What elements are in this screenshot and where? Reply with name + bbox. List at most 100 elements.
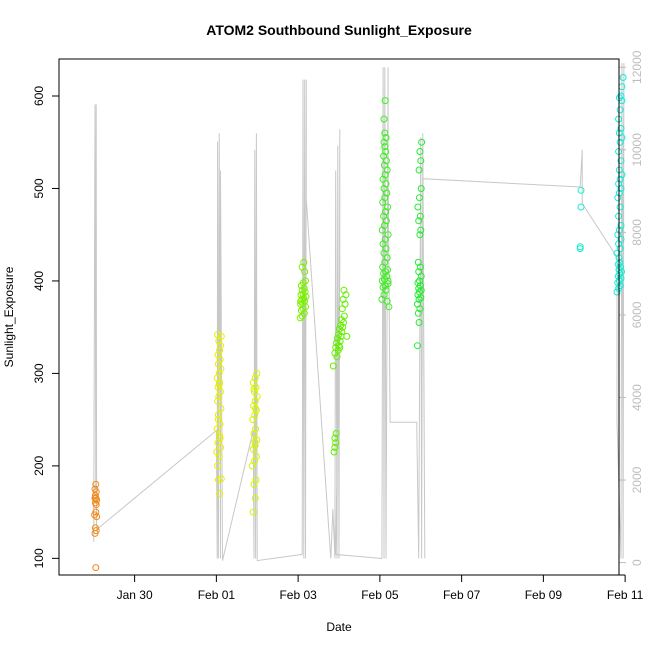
- data-point: [335, 325, 343, 333]
- data-point: [333, 339, 340, 347]
- data-point: [384, 277, 392, 285]
- series-group: [414, 138, 426, 350]
- data-point: [415, 295, 423, 303]
- data-point: [249, 508, 257, 516]
- x-tick-label: Feb 07: [443, 588, 481, 602]
- data-point: [215, 369, 223, 377]
- data-point: [216, 431, 224, 439]
- data-point: [414, 300, 421, 308]
- data-point: [384, 280, 392, 288]
- data-point: [380, 115, 388, 123]
- data-point: [416, 231, 424, 239]
- data-point: [92, 564, 100, 572]
- data-point: [217, 332, 225, 340]
- y-axis-label: Sunlight_Exposure: [2, 266, 16, 367]
- chart-title: ATOM2 Southbound Sunlight_Exposure: [206, 22, 472, 38]
- data-point: [380, 270, 388, 277]
- data-point: [381, 143, 389, 151]
- data-point: [336, 344, 344, 351]
- data-point: [616, 138, 624, 146]
- y2-tick-label: 2000: [630, 466, 644, 493]
- data-point: [341, 300, 349, 308]
- data-point: [252, 425, 260, 433]
- y2-tick-label: 4000: [630, 384, 644, 411]
- data-point: [250, 430, 258, 437]
- data-point: [416, 194, 423, 202]
- data-point: [418, 138, 426, 146]
- data-point: [213, 374, 221, 382]
- data-point: [415, 217, 423, 225]
- data-point: [213, 448, 221, 456]
- data-point: [91, 494, 99, 502]
- data-point: [93, 513, 101, 521]
- data-point: [253, 369, 261, 377]
- data-point: [91, 511, 99, 519]
- data-point: [381, 129, 389, 137]
- data-point: [383, 254, 391, 262]
- data-point: [249, 416, 257, 424]
- data-point: [382, 134, 390, 142]
- data-point: [616, 258, 624, 266]
- data-point: [216, 490, 224, 498]
- data-point: [214, 462, 222, 470]
- data-point: [616, 175, 624, 183]
- series-group: [248, 369, 261, 516]
- data-point: [616, 106, 624, 114]
- data-point: [380, 161, 388, 169]
- series-group: [378, 97, 393, 311]
- data-point: [216, 346, 224, 354]
- data-point: [416, 277, 423, 285]
- data-point: [332, 439, 340, 447]
- data-point: [414, 203, 422, 211]
- data-point: [252, 453, 260, 461]
- data-point: [416, 148, 424, 155]
- data-point: [576, 245, 584, 253]
- data-point: [92, 480, 100, 488]
- data-point: [340, 286, 348, 294]
- data-point: [384, 231, 392, 239]
- data-point: [217, 475, 225, 483]
- data-point: [614, 279, 622, 287]
- data-point: [617, 235, 625, 243]
- data-point: [339, 323, 347, 331]
- data-point: [415, 268, 423, 276]
- data-point: [343, 332, 351, 340]
- series-group: [329, 286, 351, 456]
- y2-tick-label: 8000: [630, 219, 644, 246]
- y2-tick-label: 6000: [630, 301, 644, 328]
- x-tick-label: Feb 09: [525, 588, 563, 602]
- data-point: [91, 485, 99, 493]
- data-point: [614, 260, 622, 268]
- series-group: [91, 480, 101, 572]
- data-point: [331, 443, 339, 451]
- x-axis-label: Date: [326, 620, 352, 634]
- y-tick-label: 200: [32, 456, 46, 476]
- secondary-line-layer: [93, 63, 625, 562]
- data-point: [333, 353, 341, 361]
- y2-tick-label: 0: [630, 559, 644, 566]
- data-point: [417, 185, 425, 192]
- data-point: [381, 194, 389, 202]
- data-point: [619, 74, 627, 81]
- data-point: [340, 312, 348, 320]
- data-point: [297, 297, 305, 305]
- data-point: [383, 297, 391, 305]
- y-tick-label: 100: [32, 548, 46, 568]
- data-point: [216, 434, 224, 442]
- data-point: [299, 279, 307, 287]
- data-point: [414, 258, 422, 266]
- data-point: [416, 212, 424, 220]
- data-point: [298, 263, 306, 271]
- data-point: [342, 291, 350, 299]
- x-tick-label: Feb 11: [607, 588, 644, 602]
- data-point: [250, 480, 258, 488]
- data-point: [382, 208, 390, 216]
- series-group: [296, 258, 310, 322]
- scatter-points-layer: [91, 74, 627, 572]
- data-point: [251, 374, 259, 382]
- data-point: [253, 436, 261, 444]
- data-point: [331, 434, 339, 442]
- data-point: [380, 222, 388, 229]
- data-point: [380, 185, 388, 192]
